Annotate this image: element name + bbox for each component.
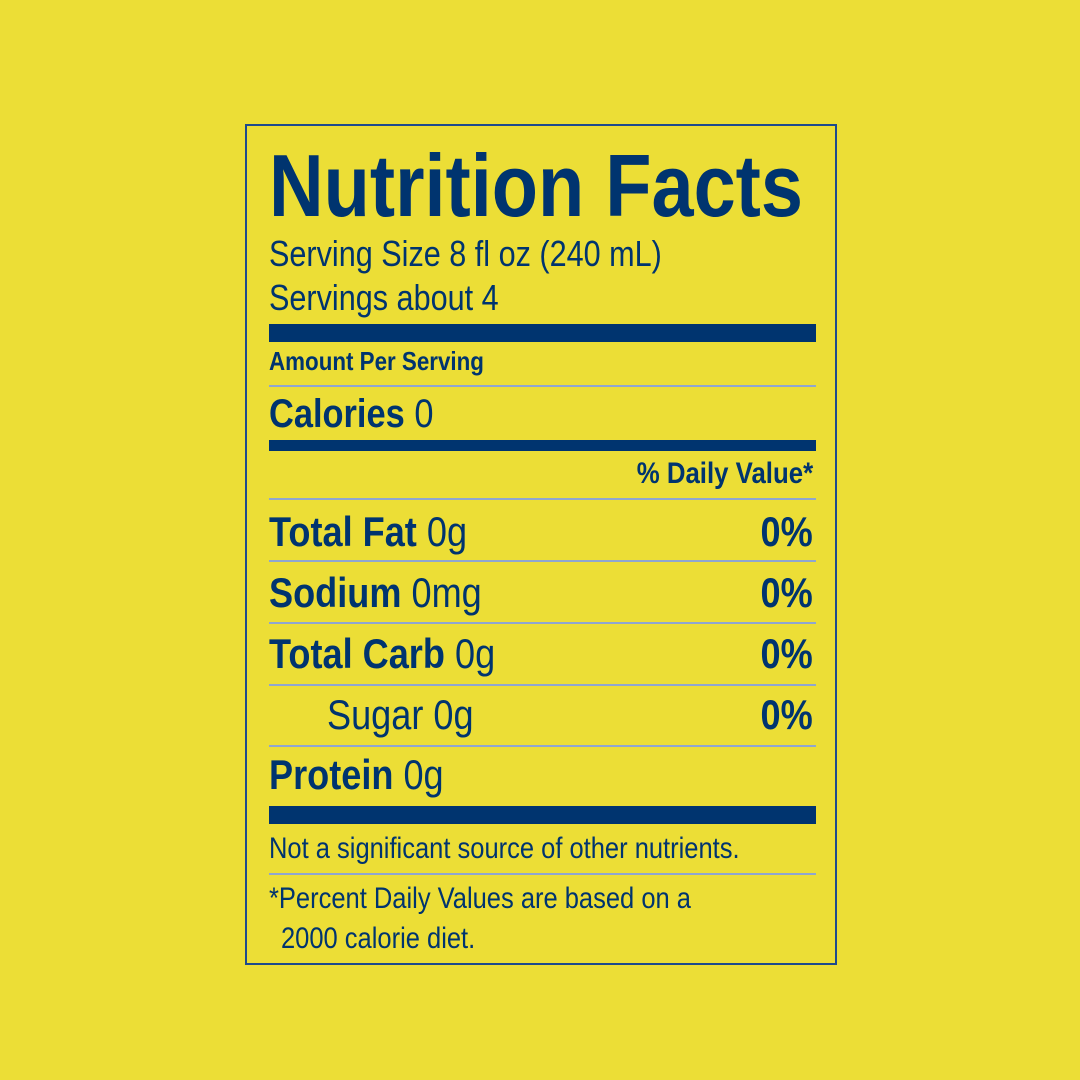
footnote-line-2: 2000 calorie diet. xyxy=(281,922,476,955)
nutrient-amount: 0g xyxy=(426,508,468,555)
nutrient-row-total-fat: Total Fat 0g xyxy=(269,511,467,553)
nutrient-label: Protein xyxy=(269,751,394,798)
nutrient-amount: 0mg xyxy=(411,569,482,616)
nutrient-label: Total Carb xyxy=(269,630,445,677)
nutrient-amount: 0g xyxy=(454,630,496,677)
daily-value-header: % Daily Value* xyxy=(636,457,813,490)
nutrient-note: Not a significant source of other nutrie… xyxy=(269,832,740,865)
thick-divider xyxy=(269,324,816,342)
thin-divider xyxy=(269,684,816,686)
calories-label: Calories xyxy=(269,392,405,436)
nutrient-row-total-carb: Total Carb 0g xyxy=(269,633,495,675)
nutrient-row-sugar: Sugar 0g xyxy=(327,694,474,736)
thick-divider xyxy=(269,806,816,824)
medium-divider xyxy=(269,440,816,451)
servings-per-container: Servings about 4 xyxy=(269,277,499,318)
thin-divider xyxy=(269,622,816,624)
thin-divider xyxy=(269,873,816,875)
nutrient-dv: 0% xyxy=(760,569,813,616)
label-title: Nutrition Facts xyxy=(269,136,803,235)
nutrition-facts-label: Nutrition Facts Serving Size 8 fl oz (24… xyxy=(245,124,837,965)
nutrient-dv: 0% xyxy=(760,691,813,738)
nutrient-dv: 0% xyxy=(760,630,813,677)
nutrient-label: Total Fat xyxy=(269,508,417,555)
thin-divider xyxy=(269,385,816,387)
thin-divider xyxy=(269,498,816,500)
amount-per-serving: Amount Per Serving xyxy=(269,346,484,376)
thin-divider xyxy=(269,560,816,562)
nutrient-dv: 0% xyxy=(760,508,813,555)
calories-value: 0 xyxy=(414,392,434,436)
nutrient-amount: 0g xyxy=(433,691,474,738)
nutrient-row-sodium: Sodium 0mg xyxy=(269,572,482,614)
nutrient-label: Sugar xyxy=(327,691,424,738)
thin-divider xyxy=(269,745,816,747)
nutrient-amount: 0g xyxy=(403,751,444,798)
nutrient-label: Sodium xyxy=(269,569,402,616)
calories-row: Calories 0 xyxy=(269,394,433,434)
serving-size: Serving Size 8 fl oz (240 mL) xyxy=(269,233,662,274)
nutrient-row-protein: Protein 0g xyxy=(269,754,444,796)
footnote-line-1: *Percent Daily Values are based on a xyxy=(269,882,691,915)
